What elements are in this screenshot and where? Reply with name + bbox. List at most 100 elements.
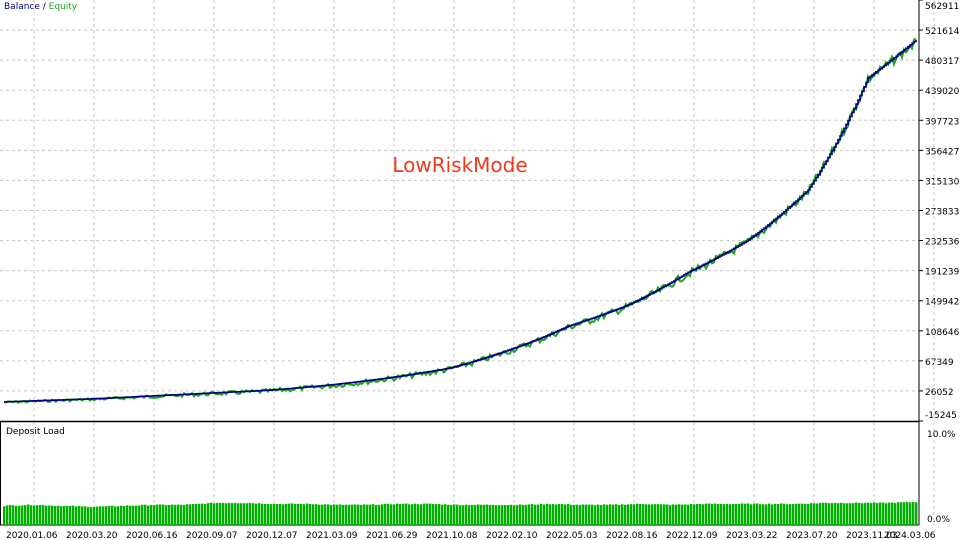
deposit-load-bar — [255, 503, 258, 525]
y-tick-label: 273833 — [925, 208, 959, 218]
deposit-load-bar — [882, 502, 885, 525]
deposit-load-bar — [156, 504, 159, 525]
deposit-load-bar — [597, 504, 600, 525]
deposit-load-bar — [300, 503, 303, 525]
deposit-load-bar — [450, 504, 453, 525]
deposit-load-bar — [636, 503, 639, 525]
deposit-load-bar — [654, 504, 657, 525]
deposit-load-bar — [633, 504, 636, 525]
deposit-load-bar — [309, 503, 312, 525]
deposit-load-bar — [513, 505, 516, 525]
deposit-load-bar — [297, 503, 300, 525]
deposit-load-bar — [756, 503, 759, 525]
deposit-load-bar — [72, 505, 75, 525]
x-tick-label: 2023.11.03 — [846, 531, 898, 540]
deposit-load-bar — [843, 503, 846, 525]
deposit-load-bar — [603, 504, 606, 525]
deposit-load-bar — [627, 504, 630, 525]
deposit-load-bar — [189, 504, 192, 525]
deposit-load-bar — [294, 503, 297, 525]
deposit-load-bar — [579, 504, 582, 525]
deposit-load-bar — [462, 505, 465, 525]
legend: Balance / Equity — [4, 2, 78, 12]
deposit-load-bar — [198, 503, 201, 525]
deposit-load-bar — [531, 504, 534, 525]
deposit-load-bar — [141, 504, 144, 525]
deposit-load-bar — [900, 502, 903, 525]
deposit-load-bar — [180, 504, 183, 525]
deposit-load-bar — [873, 502, 876, 525]
deposit-load-bar — [399, 504, 402, 525]
deposit-load-bar — [738, 503, 741, 525]
deposit-load-bar — [129, 505, 132, 525]
deposit-load-bar — [78, 505, 81, 525]
deposit-load-bar — [618, 504, 621, 525]
deposit-load-bar — [591, 504, 594, 525]
deposit-load-bar — [525, 504, 528, 525]
deposit-load-bar — [438, 504, 441, 525]
y-tick-label: 108646 — [925, 328, 960, 338]
y-tick-label: 315130 — [925, 177, 960, 187]
deposit-load-bar — [864, 502, 867, 525]
deposit-load-bar — [123, 505, 126, 525]
deposit-load-bar — [717, 503, 720, 525]
deposit-load-bar — [912, 502, 915, 525]
deposit-load-bar — [429, 503, 432, 525]
deposit-load-bar — [30, 505, 33, 525]
deposit-load-bar — [684, 504, 687, 525]
deposit-load-bar — [852, 503, 855, 525]
deposit-load-bar — [369, 504, 372, 525]
deposit-load-bar — [258, 503, 261, 525]
deposit-load-bar — [276, 504, 279, 525]
deposit-load-bar — [630, 504, 633, 525]
legend-separator: / — [40, 2, 49, 12]
x-tick-label: 2021.06.29 — [366, 531, 418, 540]
deposit-load-bar — [303, 504, 306, 525]
deposit-load-bar — [96, 506, 99, 525]
deposit-load-bar — [534, 504, 537, 525]
deposit-load-bar — [507, 505, 510, 525]
deposit-load-bar — [861, 503, 864, 525]
deposit-load-bar — [711, 503, 714, 525]
deposit-load-bar — [288, 503, 291, 525]
deposit-load-bar — [639, 503, 642, 525]
deposit-load-bar — [888, 502, 891, 525]
deposit-load-bar — [666, 504, 669, 525]
deposit-load-bar — [747, 503, 750, 525]
deposit-load-bar — [177, 504, 180, 525]
legend-equity: Equity — [49, 2, 78, 12]
deposit-load-bar — [183, 505, 186, 525]
deposit-load-bar — [891, 502, 894, 525]
deposit-load-bar — [801, 503, 804, 525]
deposit-load-bar — [810, 503, 813, 525]
deposit-load-bar — [192, 503, 195, 525]
deposit-load-bar — [222, 503, 225, 525]
deposit-load-bar — [789, 504, 792, 525]
y-tick-label-top: 10.0% — [927, 430, 956, 440]
deposit-load-bar — [48, 505, 51, 525]
deposit-load-bar — [108, 505, 111, 525]
deposit-load-bar — [357, 504, 360, 525]
deposit-load-bar — [426, 503, 429, 525]
balance-line — [4, 40, 917, 403]
deposit-load-bar — [744, 503, 747, 525]
deposit-load-bar — [57, 505, 60, 525]
deposit-load-bar — [804, 503, 807, 525]
deposit-load-bar — [435, 504, 438, 525]
deposit-load-bar — [573, 504, 576, 525]
deposit-load-bar — [90, 507, 93, 525]
deposit-load-bar — [564, 504, 567, 525]
deposit-load-bar — [795, 503, 798, 525]
deposit-load-bar — [606, 504, 609, 525]
deposit-load-bar — [249, 503, 252, 525]
deposit-load-bar — [363, 504, 366, 525]
y-tick-label: 439020 — [925, 87, 960, 97]
deposit-load-bar — [54, 505, 57, 525]
deposit-load-bar — [660, 504, 663, 525]
deposit-load-bar — [402, 503, 405, 525]
deposit-load-bar — [366, 504, 369, 525]
deposit-load-bar — [378, 504, 381, 525]
x-tick-label: 2023.07.20 — [786, 531, 838, 540]
deposit-load-bar — [240, 503, 243, 525]
y-tick-label: 149942 — [925, 298, 959, 308]
